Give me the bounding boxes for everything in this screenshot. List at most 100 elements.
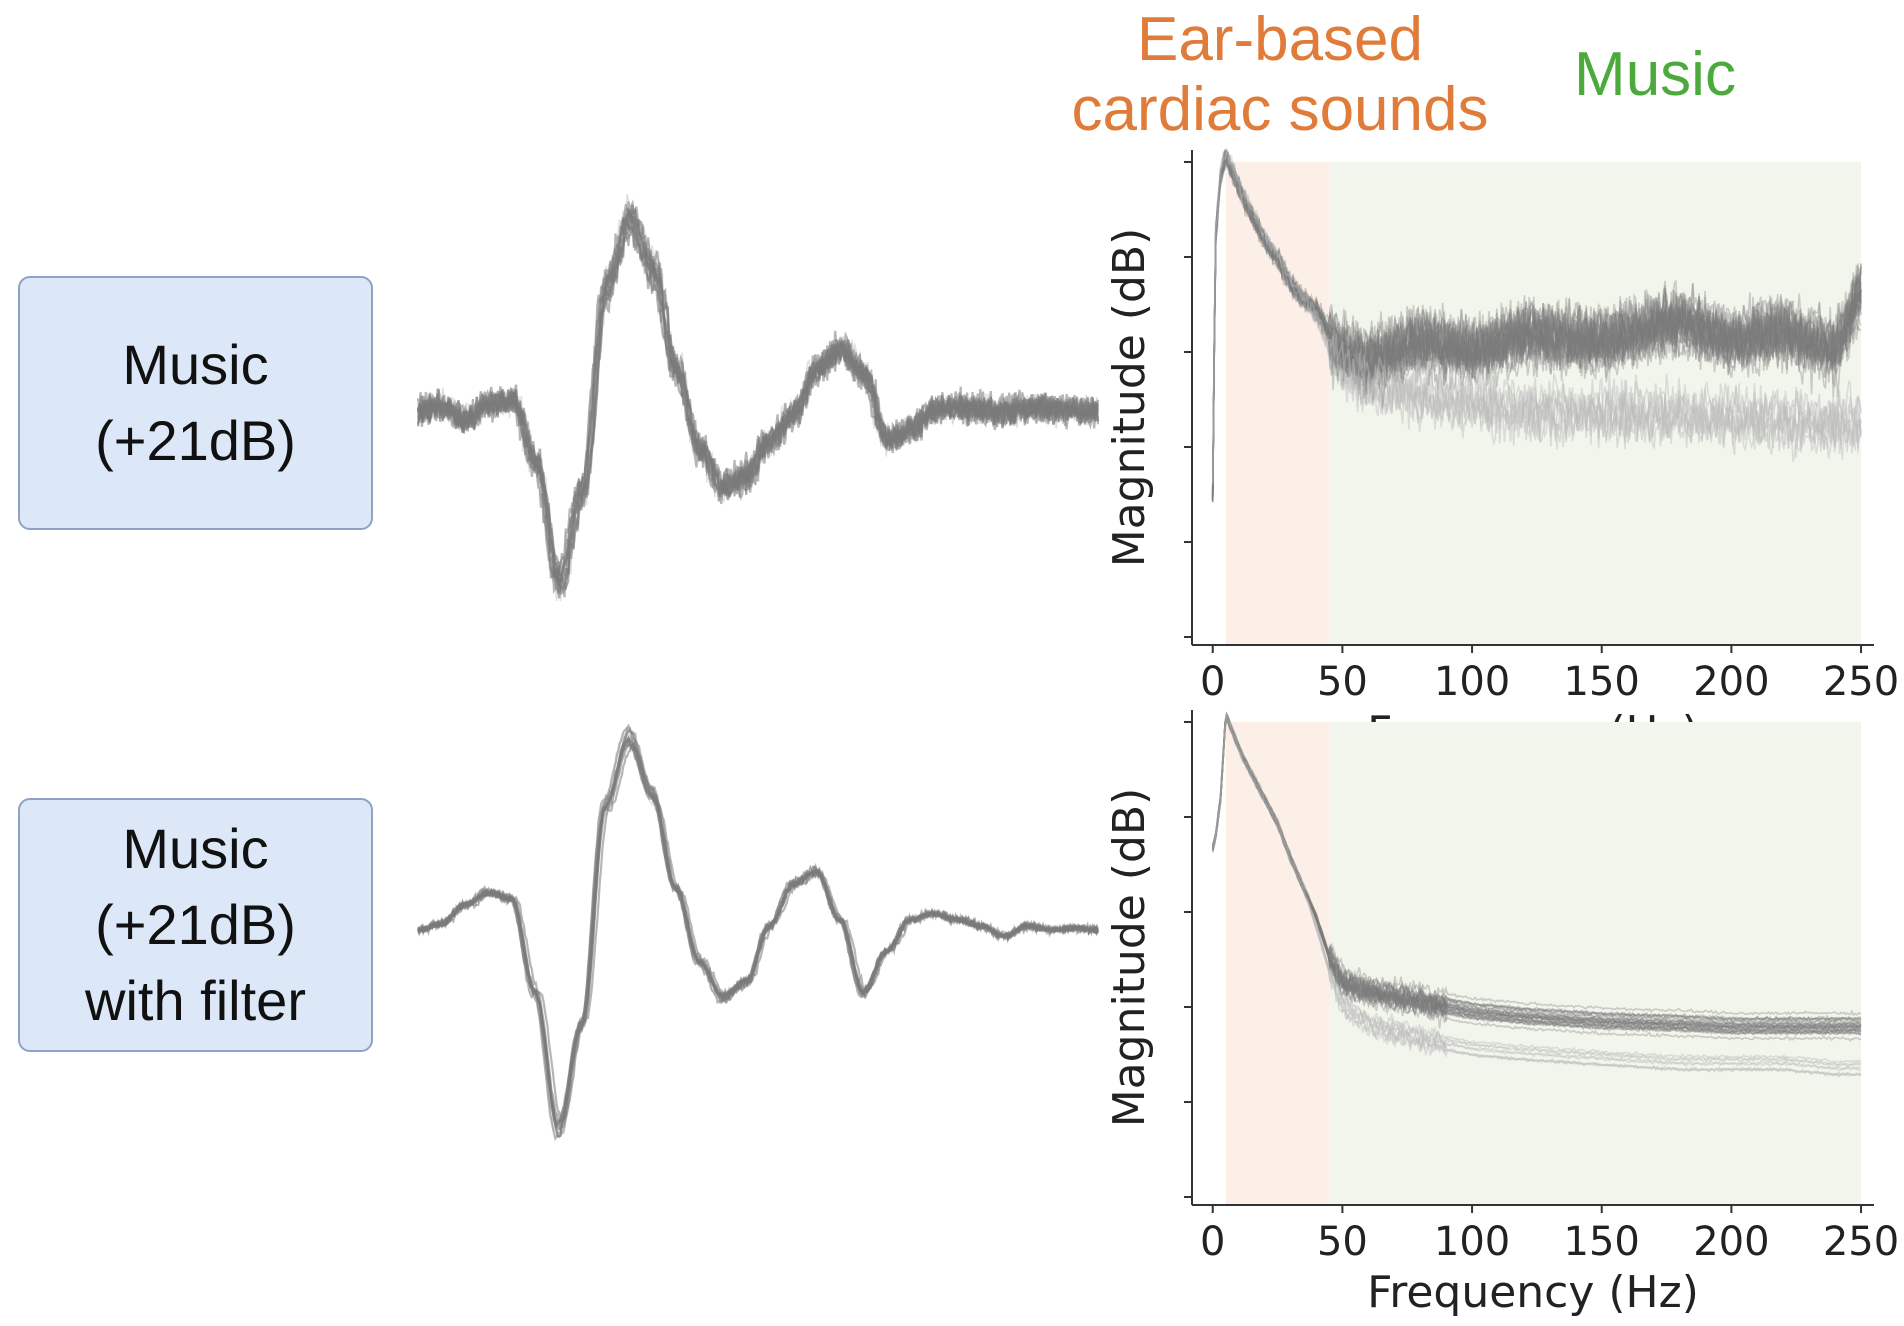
x-tick-label: 200 bbox=[1693, 1219, 1769, 1265]
x-tick-label: 250 bbox=[1823, 659, 1899, 705]
music-title: Music bbox=[1574, 40, 1736, 109]
x-tick-label: 0 bbox=[1200, 659, 1225, 705]
spectrum-trace bbox=[1211, 158, 1862, 499]
spectrum-trace bbox=[1211, 154, 1862, 501]
spectrum-trace bbox=[1211, 716, 1862, 1028]
spectrum-trace bbox=[1211, 715, 1862, 1032]
waveform-trace bbox=[416, 207, 1099, 586]
spectrum-trace bbox=[1211, 718, 1862, 1037]
spectrum-trace bbox=[1211, 151, 1862, 500]
spectrum-trace bbox=[1211, 713, 1862, 1028]
spectrum-trace bbox=[1211, 159, 1862, 500]
spectrum-trace bbox=[1211, 713, 1862, 1027]
spectrum-trace bbox=[1211, 153, 1862, 502]
spectrum-trace bbox=[1211, 151, 1862, 493]
condition-box-music: Music (+21dB) bbox=[18, 276, 373, 530]
spectrum-trace bbox=[1211, 711, 1862, 1017]
waveform-trace bbox=[416, 199, 1100, 599]
spectrum-trace bbox=[1211, 155, 1862, 495]
spectrum-trace bbox=[1211, 149, 1862, 493]
spectrum-panel-filtered: 0 50 100 150 200 250 Frequency (Hz) Magnitude (… bbox=[1104, 710, 1899, 1318]
spectrum-trace bbox=[1211, 156, 1862, 494]
spectrum-trace bbox=[1211, 152, 1862, 497]
condition-label-music: Music (+21dB) bbox=[95, 333, 296, 472]
spectrum-trace bbox=[1211, 712, 1862, 1068]
spectrum-trace bbox=[1211, 715, 1862, 1031]
x-tick-label: 50 bbox=[1317, 1219, 1368, 1265]
spectrum-trace bbox=[1211, 715, 1862, 1035]
spectrum-trace bbox=[1211, 716, 1862, 1037]
waveform-trace bbox=[417, 210, 1099, 584]
music-band bbox=[1329, 162, 1862, 645]
spectrum-trace bbox=[1211, 714, 1862, 1067]
spectrum-trace bbox=[1211, 156, 1862, 495]
spectrum-trace bbox=[1211, 160, 1862, 499]
x-tick-label: 150 bbox=[1564, 659, 1640, 705]
x-tick-label: 100 bbox=[1434, 659, 1510, 705]
spectrum-trace bbox=[1211, 153, 1862, 496]
spectrum-trace bbox=[1211, 156, 1862, 498]
spectrum-trace bbox=[1211, 716, 1862, 1031]
spectrum-trace bbox=[1211, 149, 1862, 485]
spectrum-trace bbox=[1211, 713, 1862, 1024]
spectrum-trace bbox=[1211, 717, 1862, 1042]
spectrum-trace bbox=[1211, 717, 1862, 1034]
spectrum-trace bbox=[1211, 154, 1862, 499]
spectrum-trace bbox=[1211, 156, 1862, 501]
cardiac-band bbox=[1225, 162, 1330, 645]
spectrum-trace bbox=[1211, 713, 1862, 1022]
x-axis-label: Frequency (Hz) bbox=[1367, 1267, 1699, 1318]
cardiac-sounds-title: Ear-based cardiac sounds bbox=[1071, 5, 1489, 144]
spectrum-trace bbox=[1211, 154, 1862, 494]
cardiac-band bbox=[1225, 722, 1330, 1205]
spectrum-trace bbox=[1211, 149, 1862, 500]
spectrum-trace bbox=[1211, 147, 1862, 484]
spectrum-trace bbox=[1211, 713, 1862, 1022]
spectrum-trace bbox=[1211, 715, 1862, 1034]
spectrum-trace bbox=[1211, 160, 1862, 502]
y-axis-label: Magnitude (dB) bbox=[1104, 228, 1155, 568]
condition-label-music-filter: Music (+21dB) with filter bbox=[85, 817, 306, 1032]
waveform-trace bbox=[417, 193, 1099, 602]
spectrum-trace bbox=[1211, 712, 1862, 1021]
spectrum-trace bbox=[1211, 150, 1862, 503]
waveform-trace bbox=[416, 216, 1100, 579]
spectrum-trace bbox=[1211, 148, 1862, 494]
music-band bbox=[1329, 722, 1862, 1205]
x-tick-label: 250 bbox=[1823, 1219, 1899, 1265]
waveform-trace bbox=[417, 735, 1099, 1126]
spectrum-trace bbox=[1211, 715, 1862, 1031]
spectrum-trace bbox=[1211, 149, 1861, 501]
waveform-trace bbox=[416, 204, 1100, 596]
spectrum-trace bbox=[1211, 147, 1862, 492]
spectrum-trace bbox=[1211, 156, 1862, 502]
spectrum-trace bbox=[1211, 161, 1862, 502]
spectrum-trace bbox=[1211, 714, 1862, 1078]
spectrum-trace bbox=[1211, 150, 1862, 499]
spectrum-trace bbox=[1211, 149, 1862, 491]
spectrum-trace bbox=[1211, 710, 1862, 1064]
spectrum-trace bbox=[1211, 716, 1862, 1035]
spectrum-trace bbox=[1211, 715, 1862, 1030]
spectrum-trace bbox=[1211, 713, 1862, 1025]
spectrum-trace bbox=[1211, 714, 1862, 1030]
x-tick-label: 0 bbox=[1200, 1219, 1225, 1265]
spectrum-trace bbox=[1211, 159, 1862, 502]
spectrum-trace bbox=[1211, 715, 1862, 1027]
spectrum-trace bbox=[1211, 714, 1862, 1029]
spectrum-trace bbox=[1211, 715, 1862, 1071]
waveform-panel-filtered bbox=[416, 723, 1100, 1142]
spectrum-trace bbox=[1211, 715, 1862, 1029]
spectrum-trace bbox=[1211, 157, 1862, 500]
x-tick-label: 100 bbox=[1434, 1219, 1510, 1265]
spectrum-trace bbox=[1211, 715, 1862, 1033]
spectrum-trace bbox=[1211, 716, 1862, 1072]
spectrum-trace bbox=[1211, 154, 1862, 495]
condition-box-music-filter: Music (+21dB) with filter bbox=[18, 798, 373, 1052]
spectrum-trace bbox=[1211, 716, 1862, 1077]
spectrum-trace bbox=[1211, 716, 1862, 1036]
x-tick-label: 150 bbox=[1564, 1219, 1640, 1265]
